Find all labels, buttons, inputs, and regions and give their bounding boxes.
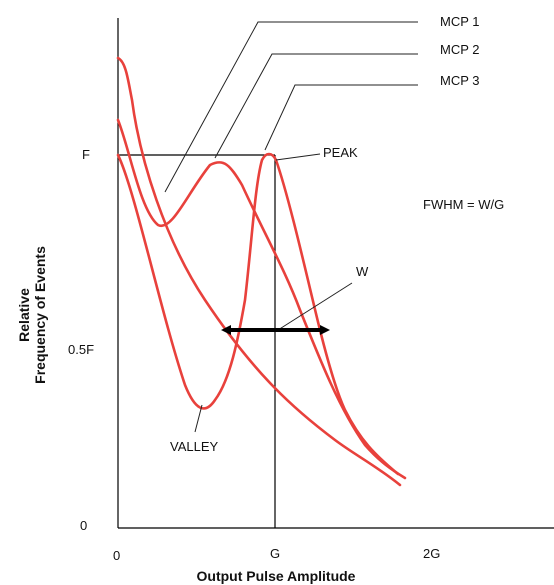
label-mcp-2: MCP 2 — [440, 42, 480, 57]
label-mcp-1: MCP 1 — [440, 14, 480, 29]
x-axis-title: Output Pulse Amplitude — [197, 568, 356, 584]
y-axis-title-line-1: Relative — [16, 288, 32, 342]
label-mcp-3: MCP 3 — [440, 73, 480, 88]
x-tick-g: G — [270, 546, 280, 561]
x-tick-zero: 0 — [113, 548, 120, 563]
curve-mcp-3 — [116, 152, 400, 476]
label-peak: PEAK — [323, 145, 358, 160]
label-valley: VALLEY — [170, 439, 219, 454]
leader-mcp-2 — [214, 53, 418, 159]
curve-mcp-1 — [116, 56, 402, 487]
y-axis-title-line-2: Frequency of Events — [32, 246, 48, 384]
label-width: W — [356, 264, 369, 279]
leader-width — [277, 282, 353, 331]
leader-mcp-1 — [164, 21, 418, 193]
y-tick-f: F — [82, 147, 90, 162]
leader-peak — [275, 153, 321, 161]
y-tick-half-f: 0.5F — [68, 342, 94, 357]
leader-valley — [194, 404, 203, 433]
leader-mcp-3 — [264, 84, 418, 151]
label-fwhm: FWHM = W/G — [423, 197, 504, 212]
x-tick-2g: 2G — [423, 546, 440, 561]
y-tick-zero: 0 — [80, 518, 87, 533]
